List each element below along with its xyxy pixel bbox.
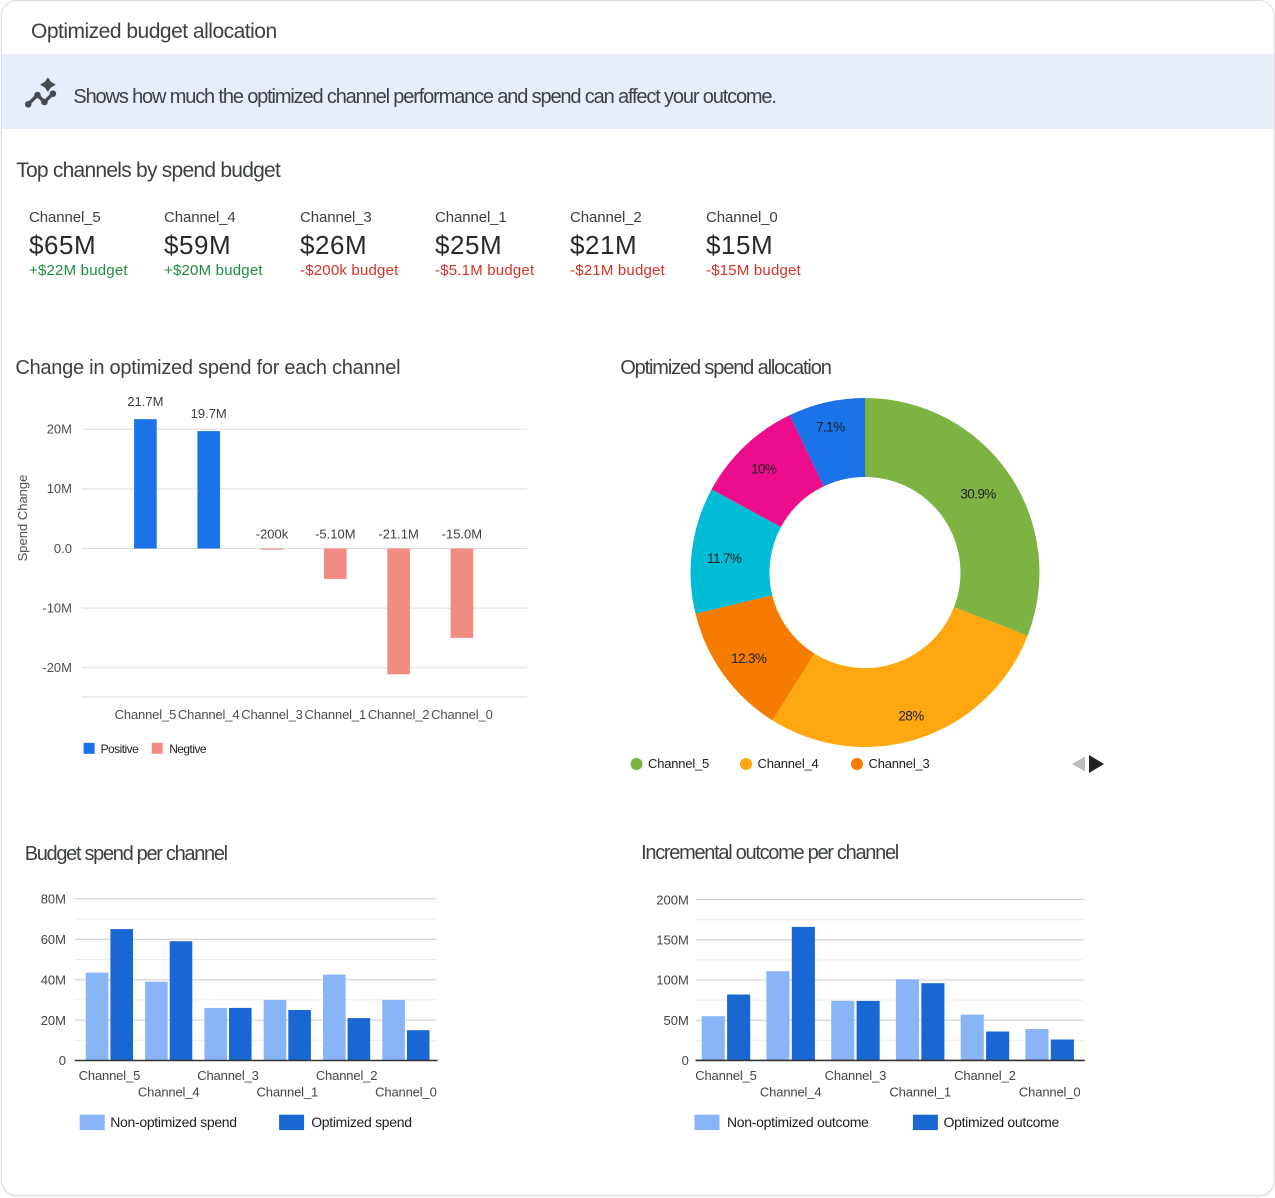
svg-text:Channel_3: Channel_3 <box>825 1068 887 1083</box>
svg-text:Channel_4: Channel_4 <box>138 1085 200 1100</box>
svg-text:-15.0M: -15.0M <box>442 527 482 542</box>
svg-text:30.9%: 30.9% <box>960 486 996 501</box>
svg-text:Channel_3: Channel_3 <box>197 1068 259 1083</box>
svg-text:0: 0 <box>682 1053 689 1068</box>
svg-text:-5.10M: -5.10M <box>315 527 355 542</box>
svg-text:Non-optimized outcome: Non-optimized outcome <box>727 1114 869 1130</box>
svg-text:Channel_0: Channel_0 <box>431 707 493 722</box>
svg-text:-21.1M: -21.1M <box>378 527 418 542</box>
svg-text:Channel_1: Channel_1 <box>305 707 367 722</box>
svg-text:Channel_0: Channel_0 <box>375 1085 437 1100</box>
svg-text:50M: 50M <box>664 1013 689 1028</box>
svg-text:Channel_2: Channel_2 <box>316 1068 378 1083</box>
svg-text:Channel_4: Channel_4 <box>178 707 240 722</box>
svg-text:Non-optimized spend: Non-optimized spend <box>110 1114 237 1130</box>
svg-text:Optimized spend: Optimized spend <box>311 1114 412 1130</box>
svg-text:11.7%: 11.7% <box>707 551 742 566</box>
svg-text:Channel_3: Channel_3 <box>869 756 930 771</box>
svg-text:20M: 20M <box>47 422 72 437</box>
svg-text:Channel_4: Channel_4 <box>758 756 819 771</box>
svg-text:10%: 10% <box>751 462 777 477</box>
svg-text:Channel_1: Channel_1 <box>257 1085 319 1100</box>
svg-text:-200k: -200k <box>256 527 289 542</box>
svg-text:100M: 100M <box>656 973 689 988</box>
svg-text:Channel_4: Channel_4 <box>760 1085 822 1100</box>
svg-text:80M: 80M <box>41 892 66 907</box>
svg-text:21.7M: 21.7M <box>127 394 163 409</box>
svg-text:Channel_2: Channel_2 <box>954 1068 1016 1083</box>
svg-text:Channel_5: Channel_5 <box>648 756 709 771</box>
svg-text:-10M: -10M <box>42 600 72 615</box>
svg-text:28%: 28% <box>898 709 924 724</box>
svg-text:Channel_5: Channel_5 <box>115 707 177 722</box>
svg-text:150M: 150M <box>656 933 689 948</box>
svg-text:12.3%: 12.3% <box>731 651 767 666</box>
svg-text:Negtive: Negtive <box>169 742 207 756</box>
svg-text:Positive: Positive <box>101 742 139 756</box>
svg-text:10M: 10M <box>47 481 72 496</box>
svg-text:7.1%: 7.1% <box>816 419 845 434</box>
svg-text:Channel_1: Channel_1 <box>889 1085 951 1100</box>
svg-text:Channel_5: Channel_5 <box>695 1068 757 1083</box>
svg-text:40M: 40M <box>41 972 66 987</box>
svg-text:Channel_3: Channel_3 <box>241 707 303 722</box>
svg-text:200M: 200M <box>656 892 689 907</box>
svg-text:0: 0 <box>59 1053 66 1068</box>
svg-text:-20M: -20M <box>42 660 72 675</box>
svg-text:Channel_2: Channel_2 <box>368 707 430 722</box>
svg-text:Channel_5: Channel_5 <box>79 1068 141 1083</box>
svg-text:Spend Change: Spend Change <box>15 475 30 562</box>
svg-text:Optimized outcome: Optimized outcome <box>944 1114 1060 1130</box>
svg-text:60M: 60M <box>41 932 66 947</box>
svg-text:0.0: 0.0 <box>54 541 72 556</box>
svg-text:19.7M: 19.7M <box>191 406 227 421</box>
svg-text:Channel_0: Channel_0 <box>1019 1085 1081 1100</box>
svg-text:20M: 20M <box>41 1013 66 1028</box>
